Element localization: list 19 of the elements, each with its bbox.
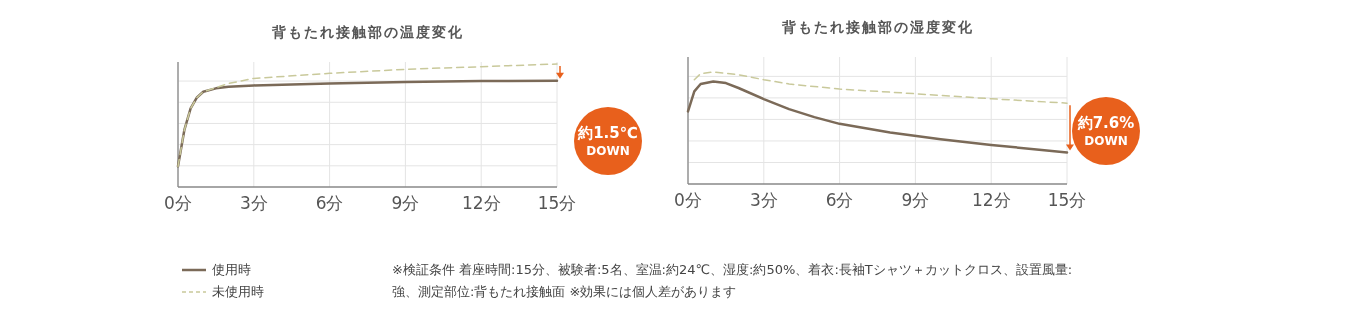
x-tick-label: 0分 (674, 190, 702, 210)
legend-label: 未使用時 (212, 284, 264, 299)
chart-title: 背もたれ接触部の温度変化 (270, 24, 464, 40)
x-tick-label: 3分 (239, 193, 268, 213)
x-tick-label: 12分 (971, 190, 1011, 210)
chart-title: 背もたれ接触部の湿度変化 (780, 19, 974, 35)
x-tick-label: 6分 (825, 190, 854, 210)
text: 約1.5℃ DOWN (577, 124, 638, 158)
x-tick-label: 9分 (391, 193, 420, 213)
x-tick-label: 6分 (315, 193, 344, 213)
x-tick-label: 0分 (164, 193, 192, 213)
x-tick-label: 15分 (537, 193, 577, 213)
legend-label: 使用時 (212, 262, 251, 277)
x-tick-label: 9分 (901, 190, 930, 210)
text: ※検証条件 着座時間:15分、被験者:5名、室温:約24℃、湿度:約50%、着衣:長袖Tシャツ＋カットクロス、設置風量:強、測定部位:背もたれ接触面 ※効果には個人差があります (392, 261, 1074, 301)
x-tick-label: 3分 (749, 190, 778, 210)
text: 約7.6% DOWN (1076, 114, 1135, 148)
x-tick-label: 12分 (461, 193, 501, 213)
x-tick-label: 15分 (1047, 190, 1087, 210)
